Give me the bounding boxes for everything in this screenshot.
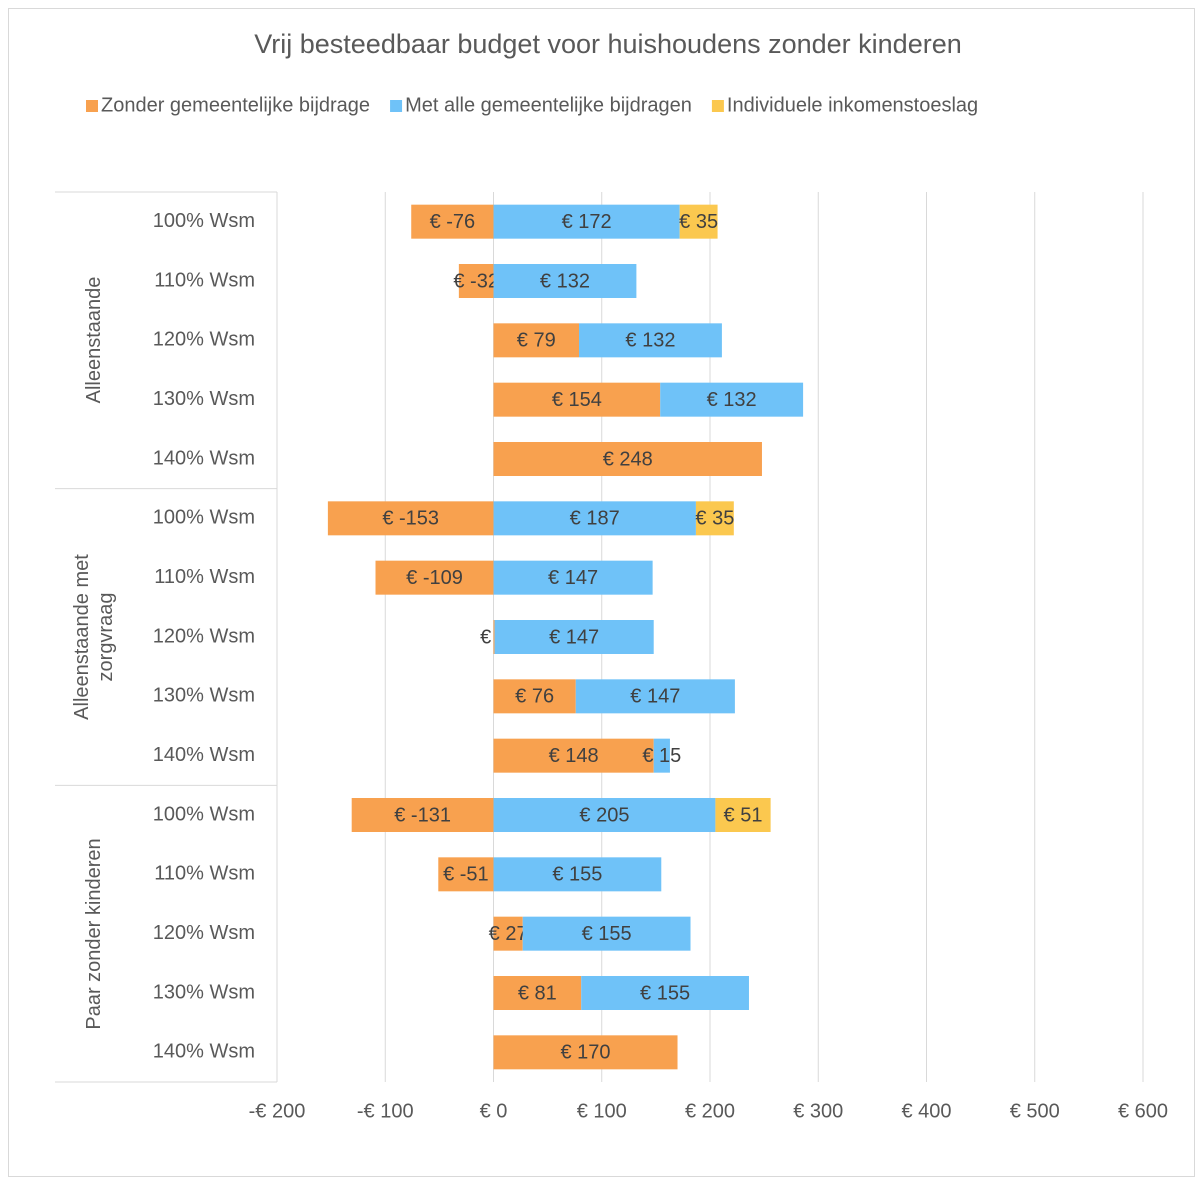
x-tick-label: € 200: [685, 1100, 735, 1122]
group-label: Alleenstaande met zorgvraag: [71, 554, 117, 720]
data-label: € 205: [579, 804, 629, 826]
bar: [493, 442, 762, 476]
y-tick-label: 100% Wsm: [153, 210, 255, 232]
bar: [493, 382, 661, 417]
data-label: € 132: [707, 389, 757, 411]
data-label: € 147: [630, 686, 680, 708]
data-label: € 147: [549, 626, 599, 648]
data-label: € 35: [695, 508, 734, 530]
bar: [575, 679, 735, 714]
data-label: € -131: [394, 804, 451, 826]
bar: [493, 501, 696, 536]
legend-label: Zonder gemeentelijke bijdrage: [101, 94, 370, 116]
bar: [494, 620, 654, 654]
chart-title: Vrij besteedbaar budget voor huishoudens…: [254, 29, 961, 59]
bar: [493, 560, 653, 595]
y-tick-label: 140% Wsm: [153, 744, 255, 766]
bar: [493, 857, 662, 892]
x-tick-label: € 400: [901, 1100, 951, 1122]
bar: [695, 501, 734, 536]
data-label: € 172: [562, 211, 612, 233]
data-label: € 81: [518, 982, 557, 1004]
data-label: € -51: [443, 864, 489, 886]
group-label: Paar zonder kinderen: [83, 838, 105, 1030]
data-label: € 147: [548, 567, 598, 589]
y-tick-label: 100% Wsm: [153, 507, 255, 529]
data-label: € 35: [679, 211, 718, 233]
x-tick-label: € 500: [1010, 1100, 1060, 1122]
bar: [493, 204, 680, 239]
bar: [493, 323, 580, 358]
y-tick-label: 130% Wsm: [153, 981, 255, 1003]
bar: [679, 204, 718, 239]
bar: [653, 738, 670, 773]
bar: [493, 738, 654, 773]
data-label: € 15: [642, 745, 681, 767]
bar: [327, 501, 494, 536]
data-label: € -109: [406, 567, 463, 589]
data-label: € 79: [517, 330, 556, 352]
bar: [579, 323, 722, 358]
y-tick-label: 110% Wsm: [154, 566, 255, 588]
bar: [493, 620, 495, 654]
y-tick-label: 130% Wsm: [153, 685, 255, 707]
data-label: € 132: [540, 270, 590, 292]
bar: [493, 264, 637, 298]
bar: [493, 1035, 678, 1070]
data-label: € 154: [552, 389, 602, 411]
legend-label: Met alle gemeentelijke bijdragen: [405, 94, 692, 116]
data-label: € 155: [552, 864, 602, 886]
bar: [581, 976, 749, 1010]
y-tick-label: 100% Wsm: [153, 803, 255, 825]
data-label: € -153: [382, 508, 439, 530]
data-label: € 187: [570, 508, 620, 530]
data-label: € 155: [640, 982, 690, 1004]
bar: [522, 916, 691, 951]
y-tick-label: 120% Wsm: [153, 625, 255, 647]
legend-swatch: [390, 100, 403, 112]
data-label: € 132: [625, 330, 675, 352]
bar: [493, 798, 716, 832]
x-tick-label: -€ 100: [357, 1100, 414, 1122]
y-tick-label: 130% Wsm: [153, 388, 255, 410]
data-label: € 76: [515, 686, 554, 708]
bar: [458, 264, 494, 298]
group-label: Alleenstaande: [83, 276, 105, 404]
data-label: € 248: [603, 448, 653, 470]
x-tick-label: € 0: [480, 1100, 508, 1122]
y-tick-label: 140% Wsm: [153, 447, 255, 469]
y-tick-label: 120% Wsm: [153, 329, 255, 351]
data-label: € 27: [489, 923, 528, 945]
y-tick-label: 110% Wsm: [154, 863, 255, 885]
bar: [493, 916, 523, 951]
data-label: € -32: [453, 270, 499, 292]
x-tick-label: € 100: [577, 1100, 627, 1122]
x-tick-label: € 300: [793, 1100, 843, 1122]
y-tick-label: 140% Wsm: [153, 1041, 255, 1063]
bar: [715, 798, 771, 832]
data-label: € -76: [430, 211, 476, 233]
bar: [351, 798, 494, 832]
data-label: € 155: [582, 923, 632, 945]
data-label: € 170: [560, 1042, 610, 1064]
legend-swatch: [711, 100, 724, 112]
bar: [493, 976, 582, 1010]
bar: [375, 560, 494, 595]
x-tick-label: -€ 200: [249, 1100, 306, 1122]
legend-swatch: [86, 100, 98, 112]
bar: [493, 679, 576, 714]
data-label: € 51: [724, 804, 763, 826]
bar: [438, 857, 494, 892]
bar: [411, 204, 494, 239]
bar: [660, 382, 804, 417]
y-tick-label: 110% Wsm: [154, 269, 255, 291]
x-tick-label: € 600: [1118, 1100, 1168, 1122]
legend-label: Individuele inkomenstoeslag: [727, 94, 978, 116]
data-label: € 148: [549, 745, 599, 767]
y-tick-label: 120% Wsm: [153, 922, 255, 944]
